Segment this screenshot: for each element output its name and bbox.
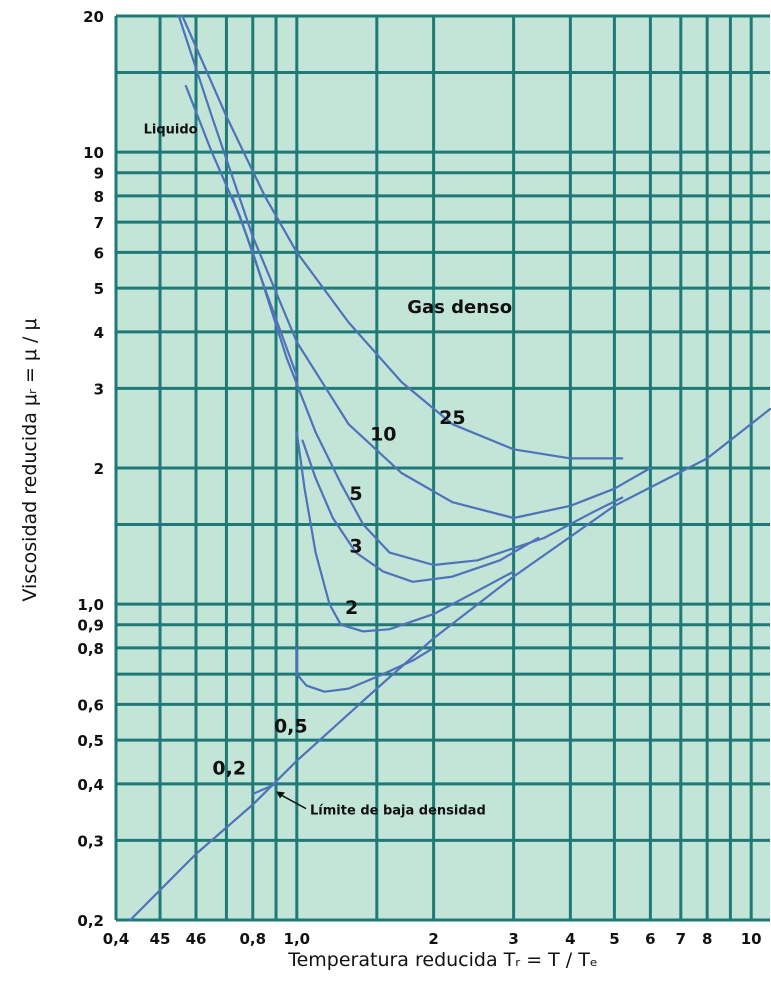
region-label: Gas denso [407,297,512,318]
region-label: Liquido [144,122,198,137]
x-tick-label: 3 [508,930,518,948]
curve-label: 0,2 [212,757,246,779]
y-tick-label: 3 [94,380,104,398]
y-tick-label: 0,3 [77,832,104,850]
y-tick-label: 0,8 [77,640,104,658]
grid-lines [114,14,770,922]
y-tick-label: 0,5 [77,732,104,750]
curve-series-4 [301,439,540,583]
curve-series-8 [184,84,298,377]
x-tick-labels: 0,4 45 46 0,8 1,0 2 3 4 5 6 7 8 10 [103,930,762,948]
y-tick-label: 0,9 [77,617,104,635]
curve-label: 25 [439,407,465,429]
y-tick-label: 0,6 [77,696,104,714]
y-tick-label: 10 [83,144,104,162]
chart-labels: 25 10 5 3 2 0,5 0,2 Liquido Gas denso Límite de b… [144,122,513,818]
x-tick-label: 6 [645,930,655,948]
x-tick-label: 1,0 [284,930,311,948]
low-density-limit-label: Límite de baja densidad [310,804,486,819]
y-tick-label: 5 [94,280,104,298]
curves [129,14,771,922]
y-tick-label: 9 [94,165,104,183]
y-tick-label: 0,4 [77,776,104,794]
x-tick-label: 2 [428,930,438,948]
x-tick-label: 10 [741,930,762,948]
y-tick-label: 4 [94,324,104,342]
y-tick-label: 1,0 [77,596,104,614]
y-tick-label: 6 [94,244,104,262]
y-tick-labels: 0,2 0,3 0,4 0,5 0,6 0,8 0,9 1,0 2 3 4 5 6 7 8 9 10 20 [77,8,104,930]
curve-series-2 [295,646,435,693]
y-tick-label: 7 [94,214,104,232]
y-tick-label: 2 [94,460,104,478]
y-axis-title: Viscosidad reducida μᵣ = μ / μ [19,318,41,601]
x-tick-label: 0,4 [103,930,130,948]
curve-series-7 [181,14,624,460]
x-tick-label: 5 [609,930,619,948]
curve-label: 5 [349,483,362,505]
y-tick-label: 20 [83,8,104,26]
x-tick-label: 0,8 [239,930,266,948]
x-tick-label: 45 [150,930,171,948]
curve-label: 2 [345,597,358,619]
curve-label: 10 [370,424,396,446]
curve-series-3 [295,431,515,633]
x-tick-label: 46 [186,930,207,948]
x-tick-label: 4 [565,930,575,948]
curve-series-1 [251,782,278,796]
annotation-arrow-line [279,793,307,810]
x-tick-label: 8 [702,930,712,948]
y-tick-label: 0,2 [77,912,104,930]
x-tick-label: 7 [676,930,686,948]
annotation-arrow-head [276,791,286,799]
curve-label: 0,5 [274,715,308,737]
x-axis-title: Temperatura reducida Tᵣ = T / Tₑ [287,949,598,971]
y-tick-label: 8 [94,188,104,206]
curve-label: 3 [349,536,362,558]
curve-series-6 [177,14,652,520]
curve-series-5 [230,194,624,567]
